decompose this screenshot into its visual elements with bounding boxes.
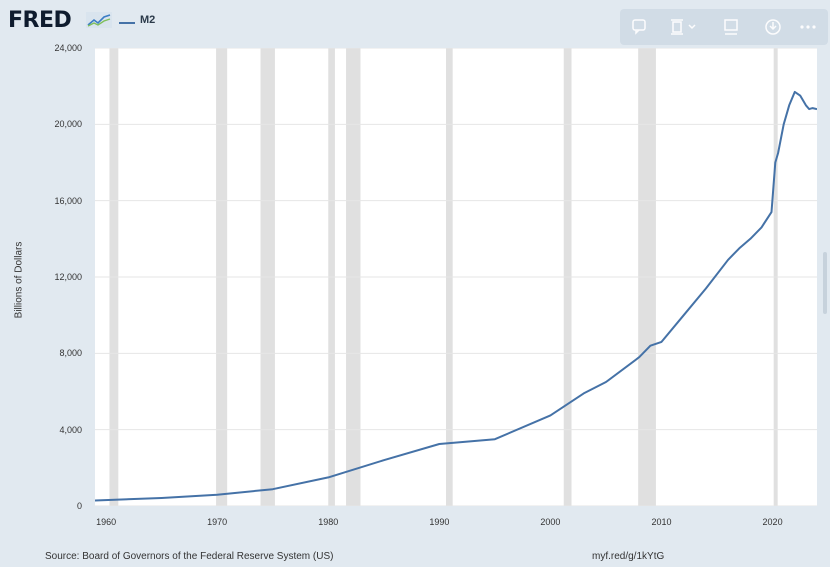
- y-tick-label: 4,000: [59, 424, 82, 435]
- comment-icon[interactable]: [625, 15, 653, 39]
- chart-header: FRED M2: [0, 0, 830, 44]
- x-tick-label: 1960: [96, 517, 117, 527]
- fred-logo[interactable]: FRED: [8, 8, 72, 33]
- download-icon[interactable]: [759, 15, 787, 39]
- scrollbar[interactable]: [823, 252, 827, 314]
- x-tick-label: 1990: [429, 517, 450, 527]
- legend-label: M2: [140, 14, 156, 26]
- y-tick-label: 16,000: [54, 195, 82, 206]
- x-tick-label: 2000: [540, 517, 561, 527]
- x-tick-label: 1970: [207, 517, 228, 527]
- notes-icon[interactable]: [717, 15, 745, 39]
- more-icon[interactable]: [794, 15, 822, 39]
- y-tick-label: 24,000: [54, 43, 82, 53]
- y-tick-label: 0: [76, 501, 82, 511]
- x-tick-label: 2010: [651, 517, 672, 527]
- legend-swatch: [119, 22, 135, 24]
- x-tick-label: 2020: [762, 517, 783, 527]
- plot-area: [94, 47, 818, 507]
- chart-line-icon: [86, 12, 112, 28]
- y-axis-label: Billions of Dollars: [13, 241, 25, 319]
- series-line-m2[interactable]: [94, 90, 818, 502]
- embed-icon[interactable]: [665, 15, 705, 39]
- y-tick-label: 12,000: [54, 272, 82, 282]
- chart-toolbar: [620, 9, 828, 45]
- x-tick-label: 1980: [318, 517, 339, 527]
- chart-svg: [94, 47, 818, 507]
- y-tick-label: 8,000: [59, 348, 82, 359]
- y-tick-label: 20,000: [54, 119, 82, 130]
- source-note: Source: Board of Governors of the Federa…: [45, 551, 334, 562]
- short-link[interactable]: myf.red/g/1kYtG: [592, 551, 665, 562]
